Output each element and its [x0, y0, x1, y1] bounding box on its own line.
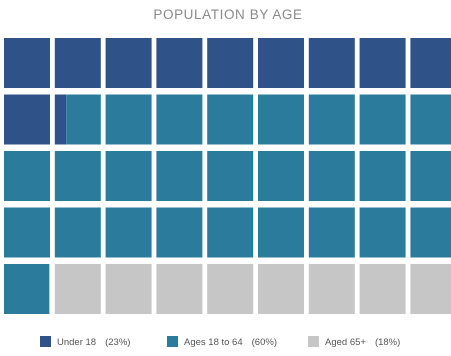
waffle-cell-aged-65- — [156, 264, 203, 314]
waffle-cell-ages-18-to-64 — [359, 94, 406, 145]
waffle-cell-ages-18-to-64 — [156, 94, 203, 145]
waffle-cell-under-18 — [4, 38, 50, 88]
waffle-cell-aged-65- — [308, 264, 355, 314]
waffle-cell-under-18 — [54, 38, 101, 88]
waffle-cell-ages-18-to-64 — [156, 151, 203, 201]
legend-swatch-under-18 — [40, 336, 51, 347]
waffle-cell-ages-18-to-64 — [410, 94, 451, 145]
chart-title: POPULATION BY AGE — [153, 7, 302, 22]
waffle-cell-ages-18-to-64 — [308, 94, 355, 145]
legend-percent: (23%) — [105, 337, 130, 348]
waffle-cell-ages-18-to-64 — [359, 207, 406, 258]
waffle-cell-aged-65- — [410, 264, 451, 314]
waffle-cell-ages-18-to-64 — [308, 151, 355, 201]
waffle-cell-ages-18-to-64 — [258, 207, 304, 258]
waffle-cell-ages-18-to-64 — [105, 151, 152, 201]
waffle-cell-aged-65- — [105, 264, 152, 314]
waffle-cell-ages-18-to-64 — [207, 94, 254, 145]
waffle-cell-ages-18-to-64 — [410, 207, 451, 258]
waffle-cell-under-18 — [359, 38, 406, 88]
waffle-cell-ages-18-to-64 — [258, 94, 304, 145]
waffle-cell-ages-18-to-64 — [207, 207, 254, 258]
waffle-cell-aged-65- — [359, 264, 406, 314]
legend-label-under-18: Under 18 (23%) — [57, 337, 130, 348]
waffle-cell-aged-65- — [49, 264, 50, 314]
waffle-cell-ages-18-to-64 — [54, 207, 101, 258]
waffle-cell-under-18 — [207, 38, 254, 88]
legend-item-ages-18-to-64: Ages 18 to 64 (60%) — [167, 336, 277, 348]
legend-name: Aged 65+ — [325, 337, 366, 348]
waffle-cell-ages-18-to-64 — [156, 207, 203, 258]
waffle-cell-ages-18-to-64 — [54, 151, 101, 201]
waffle-cell-aged-65- — [258, 264, 304, 314]
waffle-cell-under-18 — [105, 38, 152, 88]
legend-percent: (18%) — [375, 337, 400, 348]
waffle-cells — [4, 38, 451, 314]
waffle-cell-ages-18-to-64 — [359, 151, 406, 201]
waffle-cell-ages-18-to-64 — [4, 151, 50, 201]
waffle-cell-aged-65- — [54, 264, 101, 314]
legend-name: Under 18 — [57, 337, 96, 348]
legend-swatch-aged-65- — [308, 336, 319, 347]
waffle-cell-under-18 — [410, 38, 451, 88]
legend-item-under-18: Under 18 (23%) — [40, 336, 130, 348]
legend-label-aged-65-: Aged 65+ (18%) — [325, 337, 400, 348]
waffle-cell-ages-18-to-64 — [105, 207, 152, 258]
waffle-cell-under-18 — [54, 94, 67, 145]
legend: Under 18 (23%) Ages 18 to 64 (60%) Aged 65+ (… — [40, 336, 400, 348]
legend-percent: (60%) — [252, 337, 277, 348]
legend-label-ages-18-to-64: Ages 18 to 64 (60%) — [184, 337, 277, 348]
legend-swatch-ages-18-to-64 — [167, 336, 178, 347]
waffle-cell-under-18 — [308, 38, 355, 88]
legend-name: Ages 18 to 64 — [184, 337, 243, 348]
waffle-cell-ages-18-to-64 — [308, 207, 355, 258]
waffle-cell-aged-65- — [207, 264, 254, 314]
waffle-cell-ages-18-to-64 — [4, 264, 50, 314]
waffle-cell-ages-18-to-64 — [4, 207, 50, 258]
legend-item-aged-65-: Aged 65+ (18%) — [308, 336, 400, 348]
waffle-cell-ages-18-to-64 — [410, 151, 451, 201]
waffle-cell-ages-18-to-64 — [105, 94, 152, 145]
waffle-cell-ages-18-to-64 — [207, 151, 254, 201]
waffle-cell-ages-18-to-64 — [66, 94, 101, 145]
waffle-cell-under-18 — [156, 38, 203, 88]
waffle-cell-ages-18-to-64 — [258, 151, 304, 201]
waffle-cell-under-18 — [4, 94, 50, 145]
waffle-cell-under-18 — [258, 38, 304, 88]
